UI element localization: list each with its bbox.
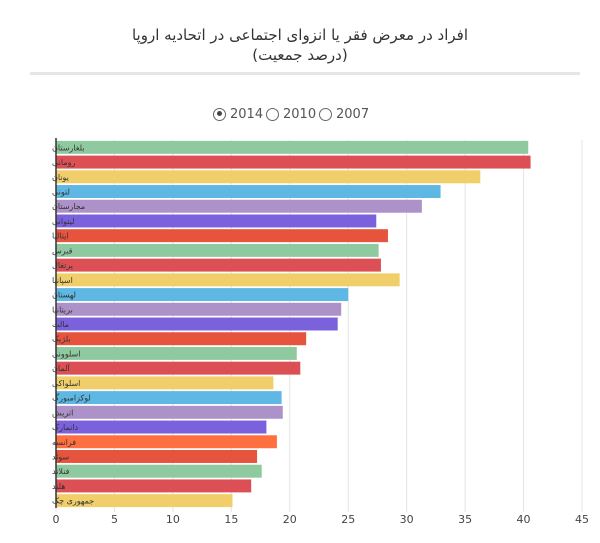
- legend-label-2010: 2010: [283, 106, 317, 122]
- category-label: لوکزامبورگ: [52, 393, 91, 403]
- chart-subtitle: (درصد جمعیت): [252, 46, 348, 64]
- radio-selected-icon[interactable]: [213, 107, 226, 121]
- legend: 2014 2010 2007: [0, 104, 600, 124]
- x-tick-label: 15: [224, 513, 238, 526]
- bar: [56, 494, 233, 508]
- category-label: لیتوانی: [52, 217, 75, 226]
- bar: [56, 214, 377, 228]
- bar: [56, 435, 277, 449]
- x-tick-label: 30: [400, 513, 414, 526]
- category-label: دانمارک: [52, 423, 79, 432]
- category-label: مالت: [52, 320, 69, 329]
- radio-unselected-icon[interactable]: [266, 107, 279, 121]
- legend-item-2007[interactable]: 2007: [319, 104, 369, 124]
- bar: [56, 155, 531, 169]
- bar: [56, 479, 252, 493]
- title-divider: [30, 72, 580, 75]
- bar: [56, 170, 481, 184]
- chart-title: افراد در معرض فقر یا انزوای اجتماعی در ا…: [131, 26, 468, 44]
- legend-item-2010[interactable]: 2010: [266, 104, 316, 124]
- bar: [56, 302, 342, 316]
- category-label: اسلوونی: [52, 349, 80, 358]
- category-label: پرتغال: [52, 261, 73, 270]
- x-tick-label: 5: [111, 513, 118, 526]
- bar: [56, 332, 307, 346]
- x-tick-label: 0: [53, 513, 60, 526]
- bar: [56, 243, 379, 257]
- category-label: سوئد: [52, 452, 70, 461]
- bar: [56, 450, 258, 463]
- bar: [56, 199, 422, 213]
- x-tick-label: 10: [166, 513, 180, 526]
- category-label: اسلواکی: [52, 379, 80, 388]
- bar: [56, 420, 267, 434]
- category-label: اتریش: [52, 408, 73, 417]
- category-label: هلند: [52, 482, 65, 491]
- category-label: رومانی: [52, 158, 75, 167]
- bar: [56, 346, 297, 360]
- category-label: بلغارستان: [52, 143, 84, 152]
- bar: [56, 376, 274, 390]
- bar: [56, 273, 400, 287]
- category-label: فنلاند: [52, 467, 70, 476]
- legend-item-2014[interactable]: 2014: [213, 104, 263, 124]
- x-tick-label: 35: [458, 513, 472, 526]
- category-label: یونان: [52, 173, 69, 182]
- legend-label-2007: 2007: [336, 106, 370, 122]
- bar: [56, 288, 349, 302]
- x-tick-label: 20: [283, 513, 297, 526]
- category-label: قبرس: [52, 246, 73, 255]
- category-label: لتونی: [52, 188, 70, 197]
- x-tick-label: 40: [517, 513, 531, 526]
- category-label: آلمان: [52, 363, 70, 373]
- category-label: فرانسه: [52, 438, 76, 447]
- bar: [56, 185, 441, 198]
- bar: [56, 405, 283, 419]
- category-label: لهستان: [52, 291, 76, 300]
- bar: [56, 317, 338, 331]
- category-label: بریتانیا: [52, 305, 73, 314]
- legend-label-2014: 2014: [230, 106, 264, 122]
- category-label: اسپانیا: [52, 276, 73, 285]
- x-tick-label: 45: [575, 513, 589, 526]
- bar: [56, 361, 301, 375]
- radio-unselected-icon[interactable]: [319, 107, 332, 121]
- bar: [56, 140, 529, 154]
- x-tick-label: 25: [341, 513, 355, 526]
- category-label: مجارستان: [52, 202, 85, 211]
- bar: [56, 391, 282, 405]
- bar: [56, 229, 388, 243]
- category-label: ایتالیا: [52, 232, 69, 241]
- category-label: جمهوری چک: [52, 497, 94, 506]
- bar: [56, 258, 381, 272]
- bar: [56, 464, 262, 478]
- category-label: بلژیک: [52, 335, 71, 344]
